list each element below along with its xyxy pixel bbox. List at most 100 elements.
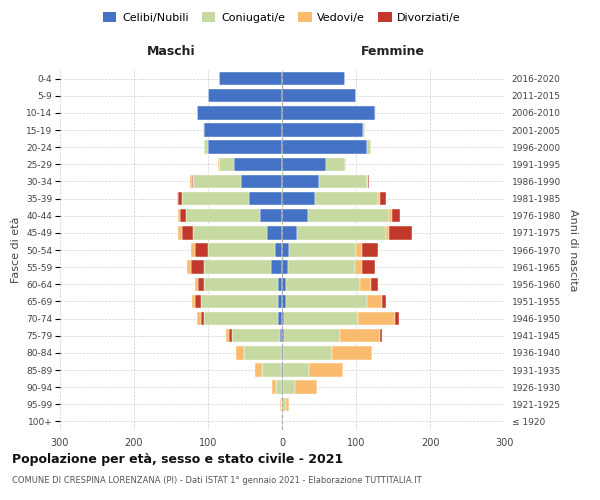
Bar (378, 192, 380, 205)
Bar (282, 72, 345, 86)
Bar (232, 329, 280, 342)
Bar (282, 278, 286, 291)
Bar (204, 278, 278, 291)
Bar (194, 278, 199, 291)
Bar (288, 260, 355, 274)
Bar (283, 364, 310, 376)
Bar (234, 158, 282, 171)
Bar (282, 312, 284, 326)
Bar (182, 226, 193, 239)
Bar (308, 209, 389, 222)
Bar (208, 89, 282, 102)
Bar (371, 278, 378, 291)
Bar (282, 294, 286, 308)
Bar (271, 260, 282, 274)
Bar (218, 158, 219, 171)
Bar (368, 174, 370, 188)
Y-axis label: Fasce di età: Fasce di età (11, 217, 20, 283)
Bar (191, 260, 204, 274)
Bar (204, 312, 278, 326)
Bar (316, 192, 378, 205)
Bar (219, 158, 234, 171)
Bar (180, 209, 186, 222)
Bar (280, 398, 281, 411)
Bar (196, 294, 200, 308)
Bar (282, 140, 367, 154)
Bar (282, 346, 283, 360)
Bar (282, 329, 284, 342)
Bar (382, 294, 386, 308)
Text: COMUNE DI CRESPINA LORENZANA (PI) - Dati ISTAT 1° gennaio 2021 - Elaborazione TU: COMUNE DI CRESPINA LORENZANA (PI) - Dati… (12, 476, 422, 485)
Bar (289, 244, 356, 256)
Bar (286, 278, 360, 291)
Bar (208, 244, 275, 256)
Bar (275, 244, 282, 256)
Bar (310, 364, 343, 376)
Bar (186, 209, 260, 222)
Bar (187, 260, 191, 274)
Bar (276, 380, 282, 394)
Bar (395, 312, 399, 326)
Bar (358, 312, 395, 326)
Bar (278, 312, 282, 326)
Bar (282, 209, 308, 222)
Bar (332, 346, 372, 360)
Bar (295, 380, 317, 394)
Bar (282, 158, 326, 171)
Text: Femmine: Femmine (361, 45, 425, 58)
Bar (178, 192, 182, 205)
Text: Maschi: Maschi (146, 45, 196, 58)
Bar (386, 226, 389, 239)
Bar (367, 294, 382, 308)
Bar (319, 174, 367, 188)
Bar (282, 414, 283, 428)
Legend: Celibi/Nubili, Coniugati/e, Vedovi/e, Divorziati/e: Celibi/Nubili, Coniugati/e, Vedovi/e, Di… (99, 8, 465, 28)
Bar (389, 209, 392, 222)
Bar (192, 174, 193, 188)
Bar (281, 346, 282, 360)
Bar (262, 364, 281, 376)
Bar (178, 226, 182, 239)
Bar (193, 174, 241, 188)
Bar (362, 260, 375, 274)
Bar (272, 380, 276, 394)
Bar (236, 346, 244, 360)
Bar (182, 192, 249, 205)
Bar (197, 106, 282, 120)
Bar (282, 260, 288, 274)
Bar (267, 226, 282, 239)
Bar (374, 106, 376, 120)
Bar (364, 124, 365, 136)
Bar (367, 174, 368, 188)
Bar (356, 244, 362, 256)
Bar (190, 174, 192, 188)
Bar (282, 89, 356, 102)
Bar (204, 260, 271, 274)
Bar (282, 398, 286, 411)
Bar (380, 192, 386, 205)
Bar (389, 226, 412, 239)
Bar (204, 124, 282, 136)
Bar (208, 140, 282, 154)
Bar (282, 106, 374, 120)
Bar (191, 244, 194, 256)
Bar (200, 312, 204, 326)
Bar (197, 312, 200, 326)
Bar (380, 329, 382, 342)
Bar (355, 260, 362, 274)
Bar (297, 226, 386, 239)
Bar (362, 244, 378, 256)
Bar (193, 226, 267, 239)
Bar (278, 294, 282, 308)
Bar (254, 364, 262, 376)
Bar (226, 329, 229, 342)
Bar (283, 380, 295, 394)
Bar (281, 364, 282, 376)
Bar (203, 124, 204, 136)
Bar (249, 192, 282, 205)
Bar (178, 209, 180, 222)
Text: Popolazione per età, sesso e stato civile - 2021: Popolazione per età, sesso e stato civil… (12, 452, 343, 466)
Bar (244, 346, 281, 360)
Bar (192, 294, 196, 308)
Bar (282, 244, 289, 256)
